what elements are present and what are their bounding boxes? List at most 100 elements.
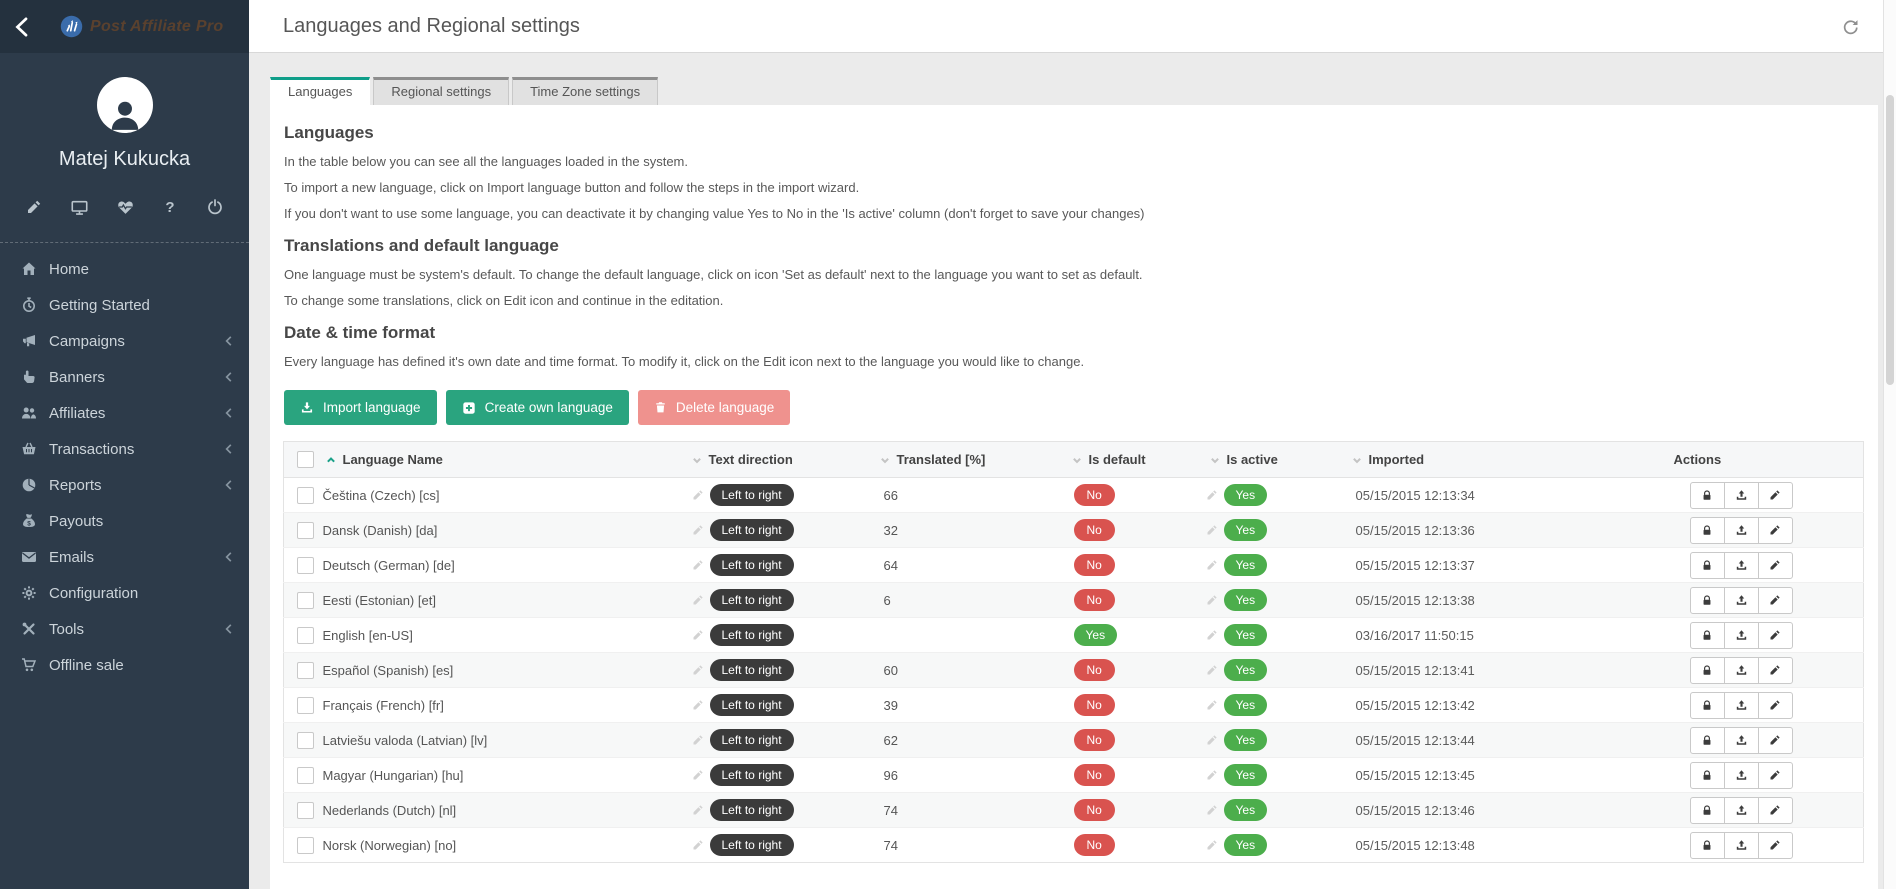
edit-direction-button[interactable] (692, 699, 704, 711)
sidebar-item-tools[interactable]: Tools (0, 611, 249, 647)
back-button[interactable] (0, 0, 46, 53)
import-language-button[interactable]: Import language (284, 390, 437, 425)
edit-action-button[interactable] (1757, 831, 1793, 859)
row-checkbox[interactable] (297, 836, 314, 854)
refresh-button[interactable] (1842, 18, 1859, 35)
scrollbar-thumb[interactable] (1886, 95, 1894, 385)
tab-regional-settings[interactable]: Regional settings (373, 77, 510, 105)
edit-active-button[interactable] (1206, 664, 1218, 676)
upload-action-button[interactable] (1723, 691, 1759, 719)
lock-action-button[interactable] (1689, 726, 1725, 754)
edit-action-button[interactable] (1757, 551, 1793, 579)
column-header-text-direction[interactable]: Text direction (679, 441, 868, 478)
edit-direction-button[interactable] (692, 489, 704, 501)
edit-direction-button[interactable] (692, 559, 704, 571)
lock-action-button[interactable] (1689, 586, 1725, 614)
sidebar-item-payouts[interactable]: Payouts (0, 503, 249, 539)
edit-active-button[interactable] (1206, 524, 1218, 536)
sidebar-item-banners[interactable]: Banners (0, 359, 249, 395)
upload-action-button[interactable] (1723, 586, 1759, 614)
sidebar-item-configuration[interactable]: Configuration (0, 575, 249, 611)
edit-active-button[interactable] (1206, 734, 1218, 746)
row-checkbox[interactable] (297, 626, 314, 644)
edit-action-button[interactable] (1757, 656, 1793, 684)
edit-direction-button[interactable] (692, 664, 704, 676)
help-button[interactable] (162, 199, 178, 216)
column-header-language-name[interactable]: Language Name (313, 441, 680, 478)
edit-action-button[interactable] (1757, 621, 1793, 649)
column-header-translated[interactable]: Translated [%] (867, 441, 1060, 478)
edit-active-button[interactable] (1206, 804, 1218, 816)
logout-button[interactable] (207, 199, 223, 216)
edit-action-button[interactable] (1757, 691, 1793, 719)
row-checkbox[interactable] (297, 591, 314, 609)
edit-active-button[interactable] (1206, 489, 1218, 501)
edit-action-button[interactable] (1757, 796, 1793, 824)
row-checkbox[interactable] (297, 661, 314, 679)
upload-action-button[interactable] (1723, 551, 1759, 579)
sidebar-item-emails[interactable]: Emails (0, 539, 249, 575)
edit-action-button[interactable] (1757, 481, 1793, 509)
edit-active-button[interactable] (1206, 839, 1218, 851)
column-header-is-active[interactable]: Is active (1197, 441, 1340, 478)
row-checkbox[interactable] (297, 556, 314, 574)
create-own-language-button[interactable]: Create own language (445, 390, 629, 425)
upload-action-button[interactable] (1723, 656, 1759, 684)
edit-action-button[interactable] (1757, 761, 1793, 789)
lock-action-button[interactable] (1689, 656, 1725, 684)
edit-direction-button[interactable] (692, 629, 704, 641)
edit-active-button[interactable] (1206, 559, 1218, 571)
edit-direction-button[interactable] (692, 839, 704, 851)
sidebar-item-campaigns[interactable]: Campaigns (0, 323, 249, 359)
system-health-button[interactable] (117, 199, 134, 216)
upload-action-button[interactable] (1723, 796, 1759, 824)
lock-action-button[interactable] (1689, 831, 1725, 859)
row-checkbox[interactable] (297, 766, 314, 784)
edit-action-button[interactable] (1757, 586, 1793, 614)
edit-action-button[interactable] (1757, 516, 1793, 544)
upload-action-button[interactable] (1723, 481, 1759, 509)
tab-timezone-settings[interactable]: Time Zone settings (512, 77, 659, 105)
row-checkbox[interactable] (297, 696, 314, 714)
sidebar-item-offline-sale[interactable]: Offline sale (0, 647, 249, 683)
edit-direction-button[interactable] (692, 804, 704, 816)
lock-action-button[interactable] (1689, 551, 1725, 579)
upload-action-button[interactable] (1723, 621, 1759, 649)
edit-action-button[interactable] (1757, 726, 1793, 754)
edit-active-button[interactable] (1206, 769, 1218, 781)
select-all-checkbox[interactable] (297, 451, 314, 468)
edit-direction-button[interactable] (692, 524, 704, 536)
sidebar-item-transactions[interactable]: Transactions (0, 431, 249, 467)
edit-direction-button[interactable] (692, 769, 704, 781)
column-header-actions[interactable]: Actions (1661, 441, 1864, 478)
upload-action-button[interactable] (1723, 761, 1759, 789)
row-checkbox[interactable] (297, 486, 314, 504)
tab-languages[interactable]: Languages (270, 77, 371, 105)
delete-language-button[interactable]: Delete language (637, 390, 791, 425)
edit-direction-button[interactable] (692, 594, 704, 606)
edit-direction-button[interactable] (692, 734, 704, 746)
lock-action-button[interactable] (1689, 621, 1725, 649)
lock-action-button[interactable] (1689, 796, 1725, 824)
sidebar-item-affiliates[interactable]: Affiliates (0, 395, 249, 431)
lock-action-button[interactable] (1689, 761, 1725, 789)
upload-action-button[interactable] (1723, 516, 1759, 544)
column-header-is-default[interactable]: Is default (1059, 441, 1198, 478)
lock-action-button[interactable] (1689, 481, 1725, 509)
column-header-imported[interactable]: Imported (1339, 441, 1662, 478)
screen-button[interactable] (71, 199, 88, 216)
lock-action-button[interactable] (1689, 516, 1725, 544)
upload-action-button[interactable] (1723, 726, 1759, 754)
sidebar-item-reports[interactable]: Reports (0, 467, 249, 503)
row-checkbox[interactable] (297, 521, 314, 539)
row-checkbox[interactable] (297, 731, 314, 749)
upload-action-button[interactable] (1723, 831, 1759, 859)
edit-active-button[interactable] (1206, 629, 1218, 641)
edit-profile-button[interactable] (26, 199, 42, 216)
sidebar-item-getting-started[interactable]: Getting Started (0, 287, 249, 323)
sidebar-item-home[interactable]: Home (0, 251, 249, 287)
edit-active-button[interactable] (1206, 699, 1218, 711)
row-checkbox[interactable] (297, 801, 314, 819)
lock-action-button[interactable] (1689, 691, 1725, 719)
edit-active-button[interactable] (1206, 594, 1218, 606)
